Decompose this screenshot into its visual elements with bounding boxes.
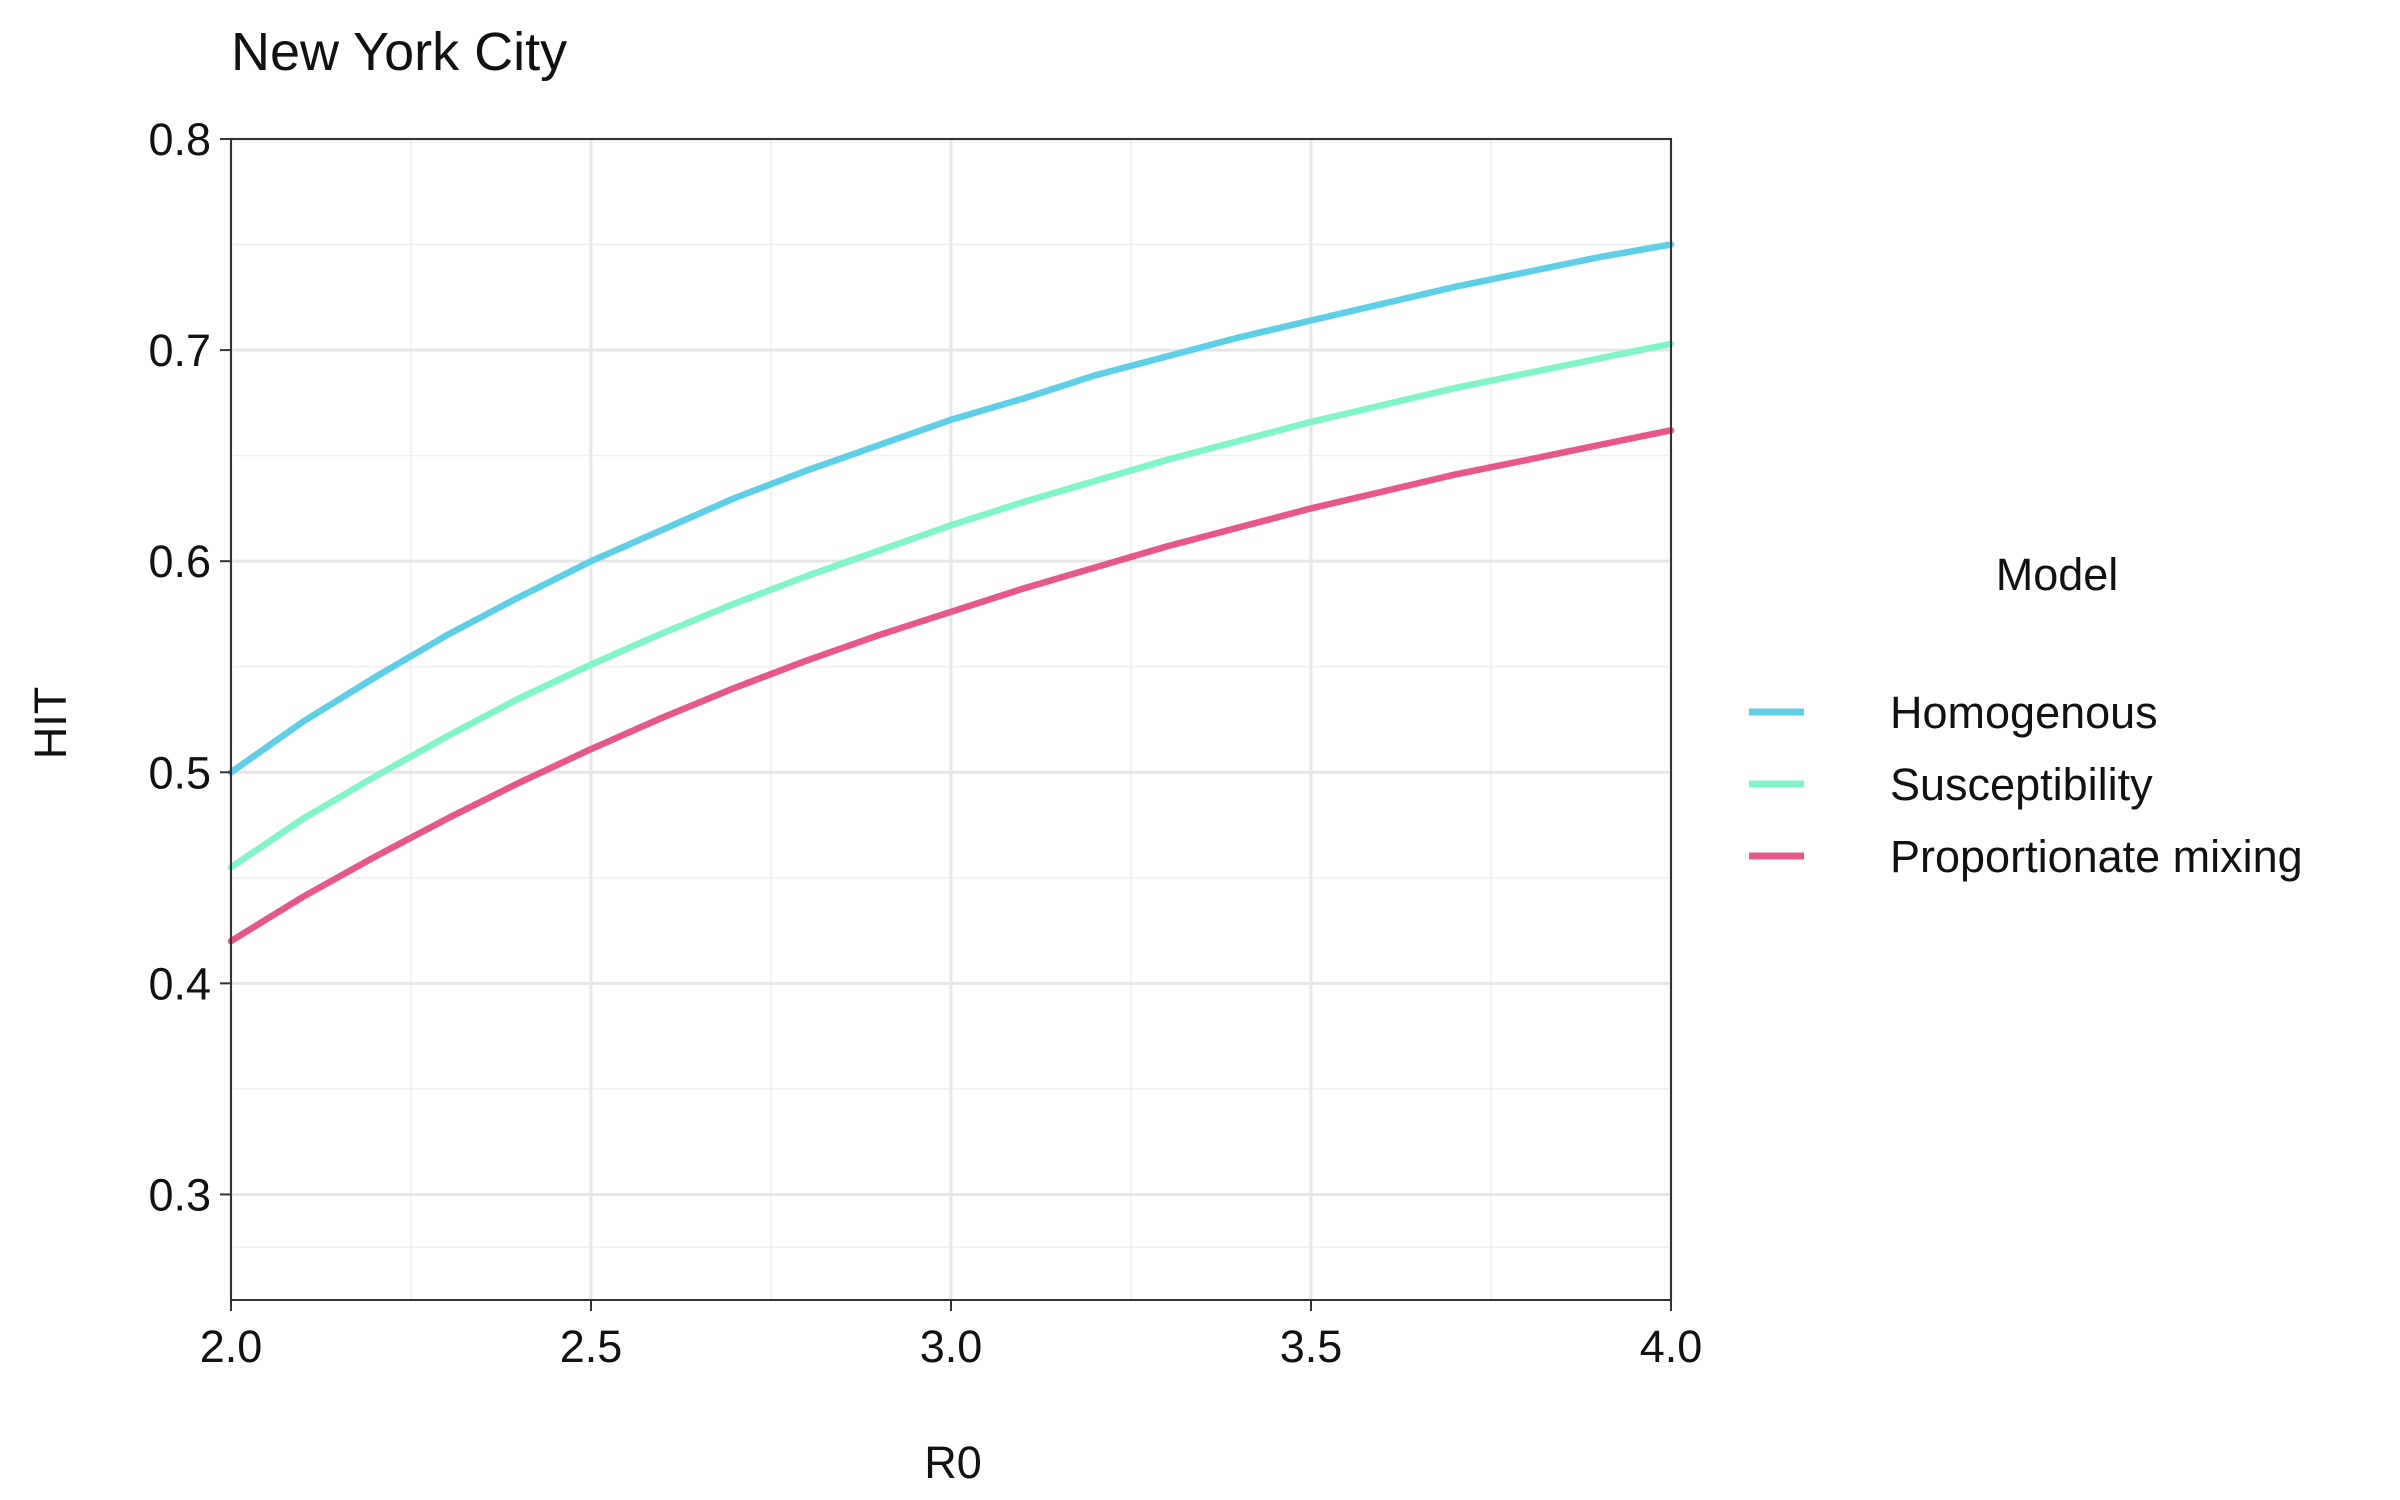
y-tick-label: 0.8 [148, 114, 211, 165]
y-tick-label: 0.7 [148, 325, 211, 376]
x-tick-label: 2.0 [200, 1321, 263, 1372]
x-tick-label: 4.0 [1640, 1321, 1703, 1372]
legend-label-proportionate-mixing: Proportionate mixing [1890, 831, 2303, 882]
x-axis-title: R0 [924, 1437, 982, 1488]
y-tick-label: 0.6 [148, 536, 211, 587]
grid [229, 137, 1673, 1300]
series-lines [227, 241, 1675, 945]
x-tick-label: 3.5 [1280, 1321, 1343, 1372]
x-tick-label: 3.0 [920, 1321, 983, 1372]
axis-ticks: 2.0 2.5 3.0 3.5 4.0 0.3 0.4 0.5 0.6 0.7 0.8 [148, 114, 1702, 1372]
series-line-proportionate-mixing [227, 427, 1675, 945]
legend-items: Homogenous Susceptibility Proportionate mi… [1749, 687, 2303, 882]
y-tick-label: 0.3 [148, 1169, 211, 1220]
legend-label-susceptibility: Susceptibility [1890, 759, 2153, 810]
y-axis-title: HIT [25, 687, 76, 760]
chart-title: New York City [231, 22, 567, 82]
x-tick-label: 2.5 [560, 1321, 623, 1372]
legend-label-homogenous: Homogenous [1890, 687, 2158, 738]
legend: Model Homogenous Susceptibility Proportion… [1749, 549, 2303, 882]
legend-title: Model [1996, 549, 2119, 600]
series-line-homogenous [227, 241, 1675, 776]
y-tick-label: 0.4 [148, 958, 211, 1009]
series-line-susceptibility [227, 340, 1675, 871]
y-tick-label: 0.5 [148, 747, 211, 798]
